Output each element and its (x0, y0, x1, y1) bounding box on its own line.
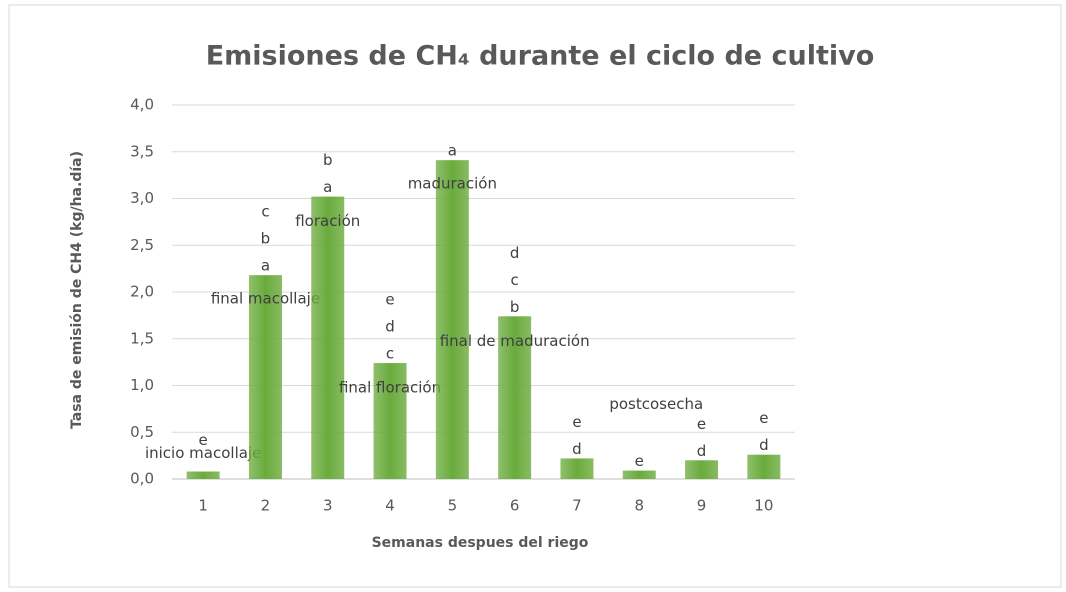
significance-letter: e (385, 291, 394, 309)
y-tick-label: 3,5 (130, 142, 154, 160)
significance-letter: d (510, 244, 520, 262)
bar (747, 454, 781, 479)
significance-letter: a (323, 178, 332, 196)
stage-label: maduración (408, 175, 497, 193)
bar (685, 460, 719, 479)
x-tick-label: 9 (697, 497, 707, 515)
stage-label: final macollaje (211, 290, 320, 308)
significance-letter: a (261, 257, 270, 275)
x-axis-title: Semanas despues del riego (372, 535, 589, 551)
significance-letter: b (323, 151, 333, 169)
bar (435, 160, 469, 480)
x-tick-label: 8 (634, 497, 644, 515)
y-tick-label: 0,0 (130, 470, 154, 488)
x-tick-label: 6 (510, 497, 520, 515)
significance-letter: e (572, 413, 581, 431)
x-tick-label: 10 (754, 497, 773, 515)
bar (311, 196, 345, 479)
stage-label: final de maduración (440, 332, 590, 350)
stage-label: postcosecha (609, 395, 703, 413)
x-tick-label: 1 (198, 497, 208, 515)
bar (186, 471, 220, 479)
significance-letter: e (759, 409, 768, 427)
x-tick-label: 3 (323, 497, 333, 515)
bar (248, 275, 282, 479)
y-tick-label: 1,0 (130, 376, 154, 394)
stage-label: inicio macollaje (145, 444, 261, 462)
significance-letter: e (635, 452, 644, 470)
y-tick-label: 1,5 (130, 329, 154, 347)
bar (622, 470, 656, 479)
stage-label: final floración (339, 379, 441, 397)
chart-title: Emisiones de CH₄ durante el ciclo de cul… (206, 41, 875, 72)
significance-letter: c (261, 203, 269, 221)
significance-letter: d (572, 440, 582, 458)
y-tick-label: 2,5 (130, 236, 154, 254)
x-tick-label: 2 (261, 497, 271, 515)
significance-letter: d (697, 442, 707, 460)
significance-letter: c (511, 271, 519, 289)
bar (498, 316, 532, 479)
bar (373, 363, 407, 479)
significance-letter: e (697, 415, 706, 433)
bar (560, 458, 594, 479)
x-tick-label: 5 (448, 497, 458, 515)
significance-letter: a (448, 142, 457, 160)
significance-letter: d (759, 436, 769, 454)
x-tick-label: 7 (572, 497, 582, 515)
significance-letter: c (386, 345, 394, 363)
significance-letter: d (385, 318, 395, 336)
frame (8, 4, 1062, 588)
y-tick-label: 3,0 (130, 189, 154, 207)
y-tick-label: 2,0 (130, 283, 154, 301)
x-tick-label: 4 (385, 497, 395, 515)
y-tick-label: 4,0 (130, 96, 154, 114)
significance-letter: e (199, 431, 208, 449)
y-tick-label: 0,5 (130, 423, 154, 441)
significance-letter: b (510, 298, 520, 316)
y-axis-title: Tasa de emisión de CH4 (kg/ha.día) (69, 151, 85, 429)
stage-label: floración (295, 212, 360, 230)
significance-letter: b (261, 230, 271, 248)
